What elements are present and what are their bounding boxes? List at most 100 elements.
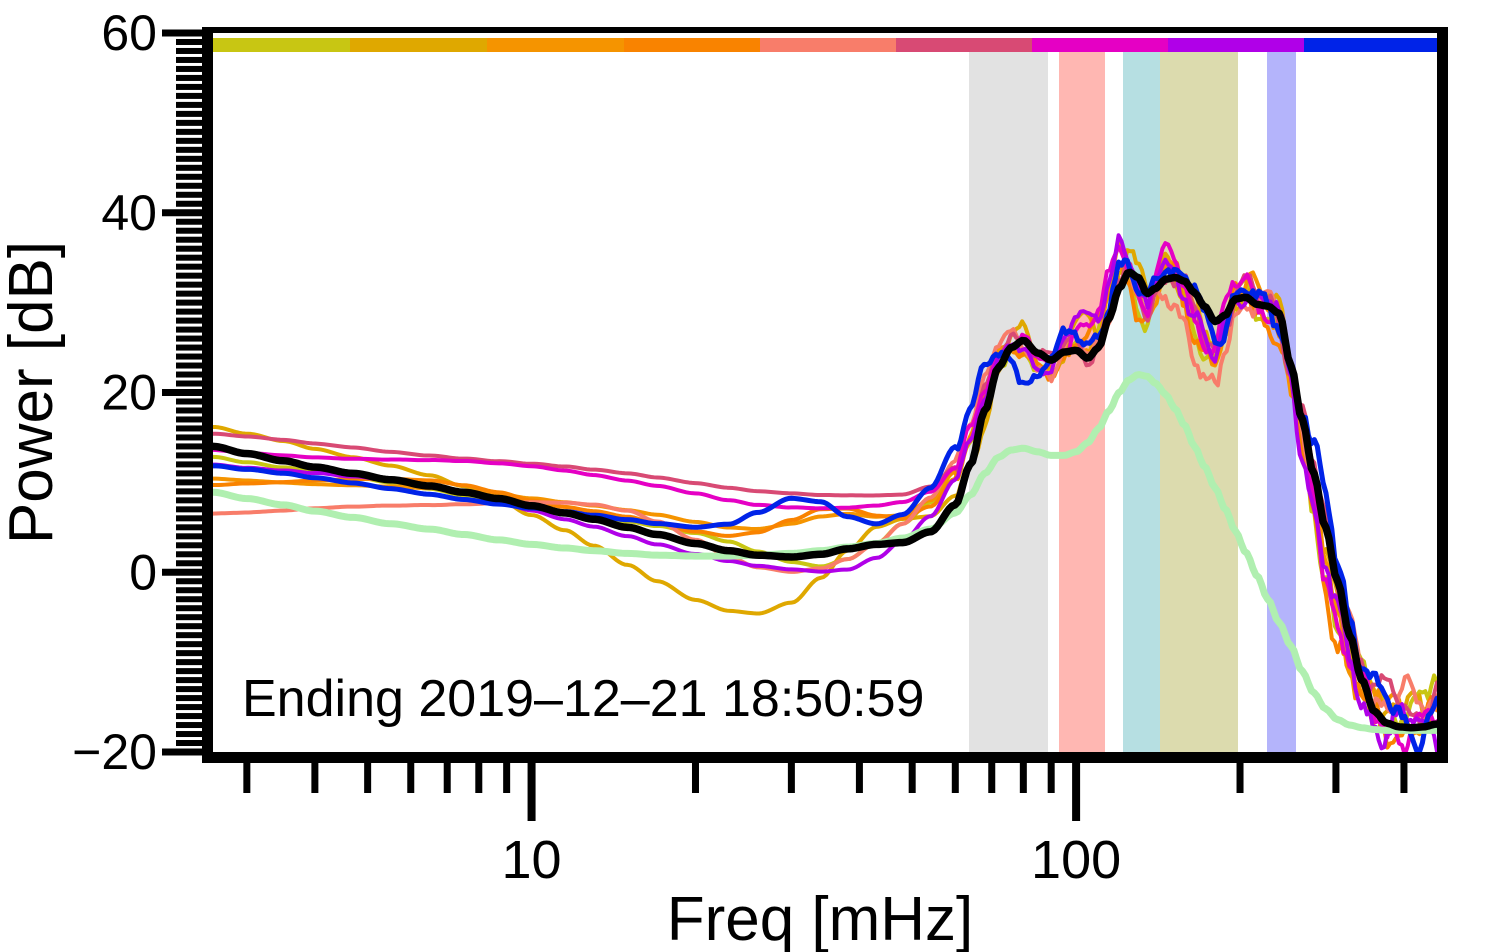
y-minor-tick	[176, 326, 202, 333]
axis-frame	[202, 27, 1448, 763]
y-minor-tick	[176, 533, 202, 540]
y-minor-tick	[176, 74, 202, 81]
x-minor-tick	[311, 763, 319, 793]
x-minor-tick	[908, 763, 916, 793]
y-axis-spine	[202, 27, 213, 763]
x-minor-tick	[1236, 763, 1244, 793]
y-minor-tick	[176, 353, 202, 360]
y-minor-tick	[176, 686, 202, 693]
y-minor-tick	[176, 236, 202, 243]
colorbar-segment-4	[760, 38, 896, 52]
y-minor-tick	[176, 470, 202, 477]
colorbar-segment-7	[1168, 38, 1304, 52]
curves-group	[213, 233, 1437, 754]
y-minor-tick	[176, 335, 202, 342]
y-minor-tick	[176, 254, 202, 261]
y-minor-tick	[176, 695, 202, 702]
right-spine	[1437, 27, 1448, 752]
y-minor-tick	[176, 47, 202, 54]
y-minor-tick	[176, 416, 202, 423]
y-minor-tick	[176, 452, 202, 459]
channel-colorbar	[213, 38, 1437, 52]
y-minor-tick	[176, 488, 202, 495]
x-minor-tick	[1047, 763, 1055, 793]
y-minor-tick	[176, 506, 202, 513]
y-minor-tick	[176, 128, 202, 135]
y-minor-tick	[176, 281, 202, 288]
band-cyan	[1123, 52, 1160, 752]
x-minor-tick	[988, 763, 996, 793]
y-minor-tick	[176, 119, 202, 126]
y-minor-tick	[176, 38, 202, 45]
y-minor-tick	[176, 308, 202, 315]
y-minor-tick	[176, 182, 202, 189]
curve-ch-magenta	[213, 241, 1437, 754]
colorbar-segment-8	[1304, 38, 1437, 52]
y-minor-tick	[176, 515, 202, 522]
x-minor-tick	[951, 763, 959, 793]
timestamp-annotation: Ending 2019‒12‒21 18:50:59	[242, 670, 924, 728]
colorbar-segment-2	[487, 38, 624, 52]
colorbar-segment-1	[350, 38, 487, 52]
y-minor-tick	[176, 317, 202, 324]
y-minor-tick	[176, 731, 202, 738]
top-spine	[213, 27, 1448, 33]
y-minor-tick	[176, 425, 202, 432]
colorbar-segment-5	[896, 38, 1032, 52]
y-minor-tick	[176, 146, 202, 153]
band-periwinkle	[1267, 52, 1296, 752]
colorbar-segment-6	[1032, 38, 1168, 52]
x-minor-tick	[243, 763, 251, 793]
x-minor-tick	[443, 763, 451, 793]
y-minor-tick	[176, 191, 202, 198]
y-minor-tick	[176, 443, 202, 450]
y-minor-tick	[176, 722, 202, 729]
x-minor-tick	[1332, 763, 1340, 793]
x-minor-tick	[691, 763, 699, 793]
y-minor-tick	[176, 587, 202, 594]
y-minor-tick	[176, 641, 202, 648]
y-minor-tick	[176, 92, 202, 99]
x-minor-tick	[787, 763, 795, 793]
y-ticks	[162, 29, 202, 756]
y-minor-tick	[176, 632, 202, 639]
y-minor-tick	[176, 344, 202, 351]
y-minor-tick	[176, 56, 202, 63]
curve-ch-blue	[213, 257, 1437, 754]
y-minor-tick	[176, 479, 202, 486]
y-tick-label: 0	[129, 544, 157, 600]
y-tick-label: 20	[101, 365, 157, 421]
y-minor-tick	[176, 407, 202, 414]
y-minor-tick	[176, 461, 202, 468]
shaded-bands-group	[969, 52, 1296, 752]
y-minor-tick	[176, 272, 202, 279]
y-minor-tick	[176, 263, 202, 270]
x-ticks	[243, 763, 1408, 821]
y-minor-tick	[176, 650, 202, 657]
y-minor-tick	[176, 110, 202, 117]
x-minor-tick	[503, 763, 511, 793]
x-minor-tick	[407, 763, 415, 793]
y-minor-tick	[176, 497, 202, 504]
y-minor-tick	[176, 713, 202, 720]
x-minor-tick	[364, 763, 372, 793]
colorbar-segment-0	[213, 38, 350, 52]
y-minor-tick	[176, 362, 202, 369]
y-minor-tick	[176, 290, 202, 297]
curve-mean	[213, 268, 1437, 732]
x-axis-title: Freq [mHz]	[667, 885, 974, 952]
x-major-tick	[527, 763, 536, 821]
y-minor-tick	[176, 137, 202, 144]
y-major-tick	[162, 209, 202, 217]
y-minor-tick	[176, 596, 202, 603]
y-tick-label: 40	[101, 185, 157, 241]
x-minor-tick	[1019, 763, 1027, 793]
y-minor-tick	[176, 227, 202, 234]
y-tick-label: 60	[101, 5, 157, 61]
y-minor-tick	[176, 164, 202, 171]
y-axis-title: Power [dB]	[0, 241, 66, 544]
x-major-tick	[1072, 763, 1081, 821]
y-minor-tick	[176, 65, 202, 72]
